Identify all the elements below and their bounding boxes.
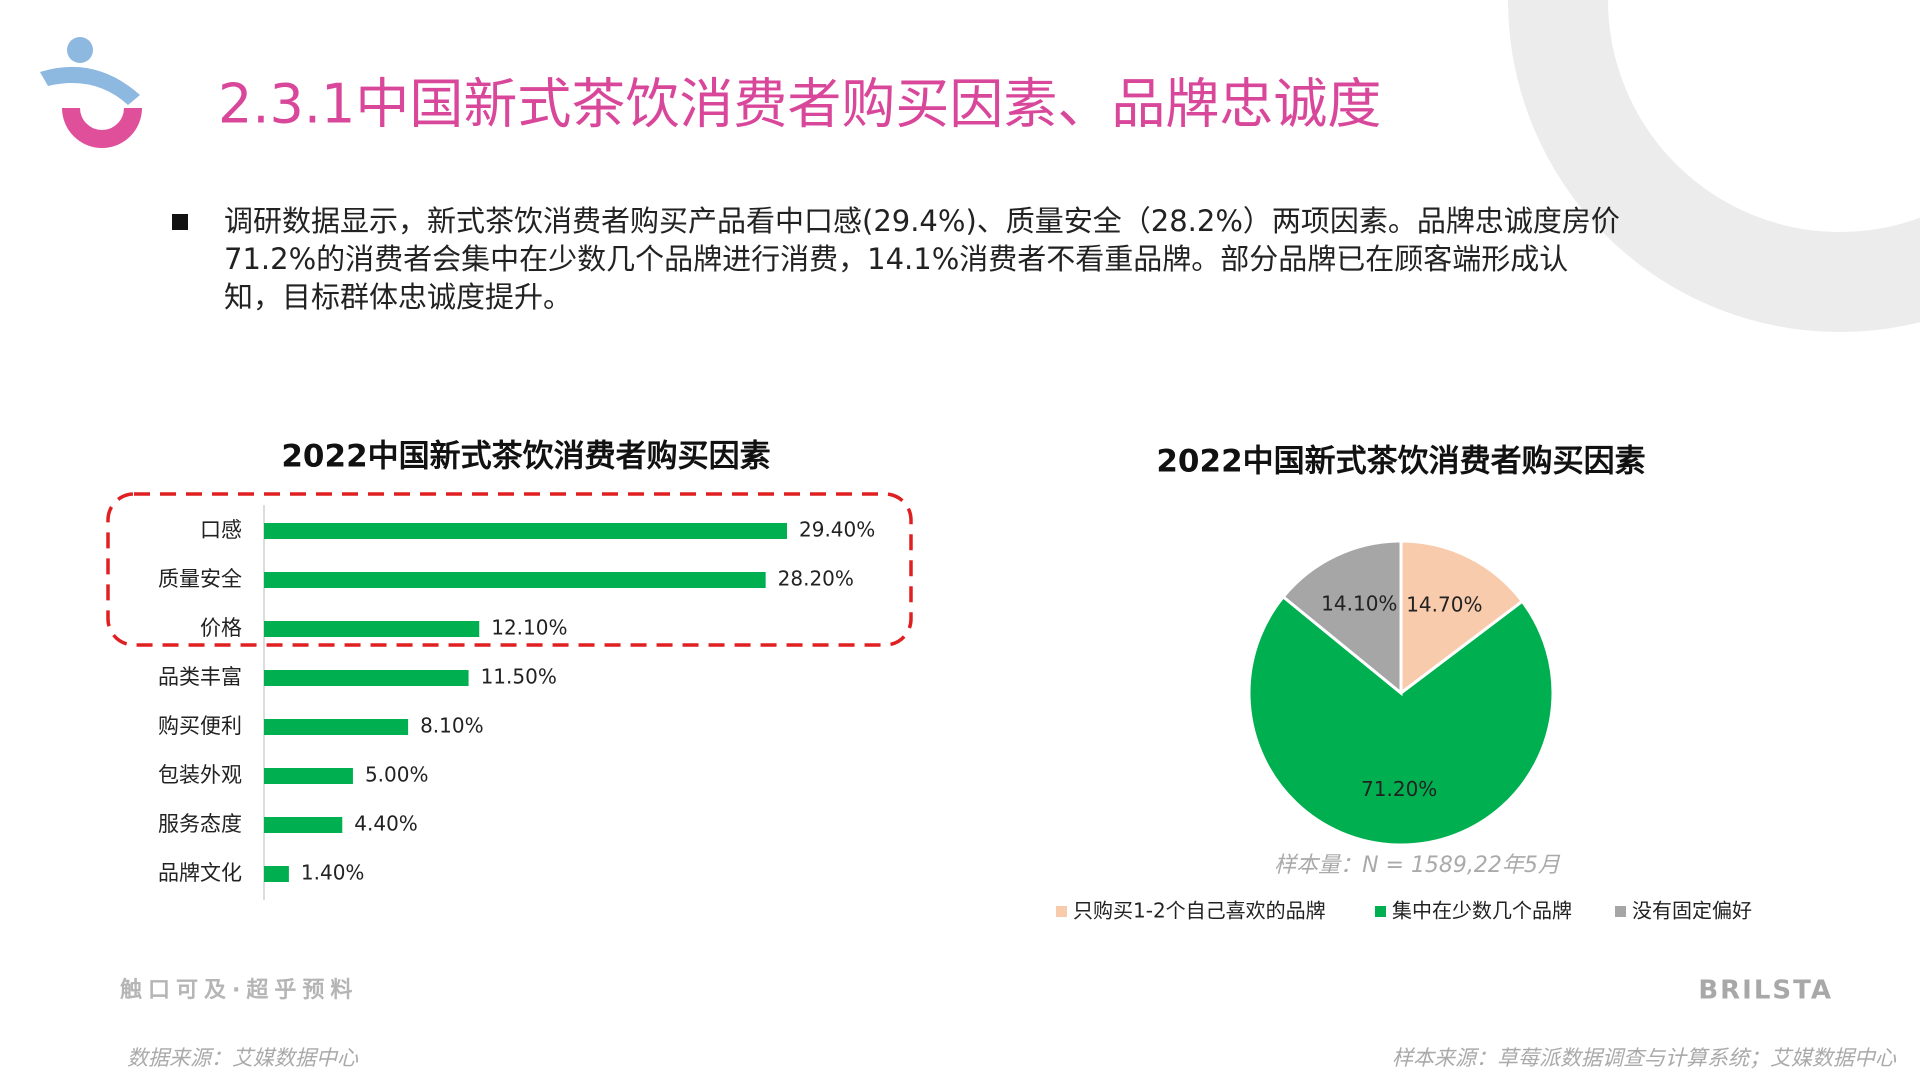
slice-label: 71.20%: [1361, 777, 1437, 801]
legend-swatch: [1615, 906, 1626, 917]
pie-slice: [1399, 539, 1525, 697]
bar: [264, 768, 353, 784]
bar: [264, 621, 480, 637]
category-label: 价格: [200, 616, 242, 640]
logo-head: [67, 37, 93, 63]
bar: [264, 670, 469, 686]
chart-title: 2022中国新式茶饮消费者购买因素: [1156, 444, 1645, 480]
category-label: 服务态度: [158, 812, 242, 836]
category-label: 品牌文化: [158, 861, 242, 885]
slice-label: 14.10%: [1321, 592, 1397, 616]
source-right: 样本来源：草莓派数据调查与计算系统；艾媒数据中心: [1392, 1046, 1897, 1070]
legend-label: 只购买1-2个自己喜欢的品牌: [1073, 899, 1326, 923]
page-title: 2.3.1中国新式茶饮消费者购买因素、品牌忠诚度: [218, 73, 1381, 136]
value-label: 29.40%: [799, 518, 875, 542]
category-label: 包装外观: [158, 763, 242, 787]
pie-slice: [1281, 539, 1403, 697]
legend-swatch: [1375, 906, 1386, 917]
bar: [264, 817, 343, 833]
logo-pink: [62, 108, 142, 148]
logo-blue: [40, 66, 140, 105]
bullet: [172, 214, 188, 230]
category-label: 质量安全: [158, 567, 242, 591]
value-label: 12.10%: [491, 616, 567, 640]
bar: [264, 523, 787, 539]
category-label: 口感: [200, 518, 242, 542]
value-label: 4.40%: [354, 812, 418, 836]
bar: [264, 572, 766, 588]
slice-label: 14.70%: [1406, 592, 1482, 616]
source-left: 数据来源：艾媒数据中心: [127, 1046, 359, 1070]
value-label: 1.40%: [301, 861, 365, 885]
value-label: 11.50%: [481, 665, 557, 689]
value-label: 8.10%: [420, 714, 484, 738]
category-label: 品类丰富: [158, 665, 242, 689]
slogan: 触口可及·超乎预料: [120, 977, 358, 1003]
brand: BRILSTA: [1698, 976, 1833, 1006]
highlight-box: [106, 492, 913, 647]
legend-swatch: [1056, 906, 1067, 917]
value-label: 5.00%: [365, 763, 429, 787]
annotation: 样本量：N = 1589,22年5月: [1274, 853, 1561, 878]
legend-label: 没有固定偏好: [1632, 899, 1752, 923]
decor-ring: [1508, 0, 1920, 332]
value-label: 28.20%: [778, 567, 854, 591]
legend-label: 集中在少数几个品牌: [1392, 899, 1572, 923]
logo: [40, 37, 142, 148]
category-label: 购买便利: [158, 714, 242, 738]
bar: [264, 866, 289, 882]
chart-title: 2022中国新式茶饮消费者购买因素: [281, 439, 770, 475]
summary-text: 调研数据显示，新式茶饮消费者购买产品看中口感(29.4%)、质量安全（28.2%…: [224, 204, 1620, 314]
pie-slice: [1247, 594, 1555, 847]
bar: [264, 719, 409, 735]
